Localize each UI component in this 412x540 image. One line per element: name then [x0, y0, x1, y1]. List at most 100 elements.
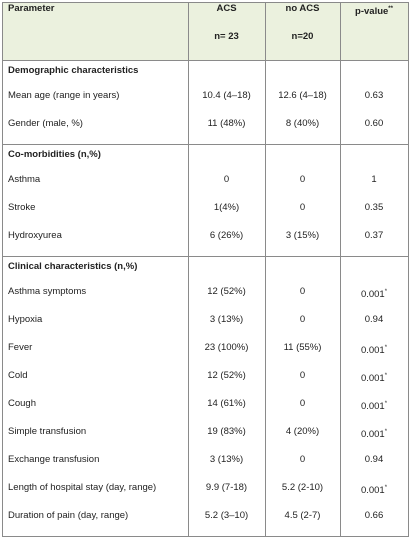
section-title-text: Demographic characteristics: [8, 65, 139, 76]
row-label-text: Hydroxyurea: [8, 230, 62, 241]
cell-text: 12 (52%): [207, 286, 246, 297]
cell: 0: [265, 202, 340, 214]
column-header-text: ACS: [216, 3, 237, 14]
cell: 3 (15%): [265, 230, 340, 242]
row-label: Cough: [8, 398, 36, 410]
cell: 0.001*: [340, 370, 408, 385]
cell: 3 (13%): [188, 454, 265, 466]
cell: 0.001*: [340, 426, 408, 441]
row-label-text: Cold: [8, 370, 28, 381]
row-label: Gender (male, %): [8, 118, 83, 130]
cell: 9.9 (7-18): [188, 482, 265, 494]
row-label-text: Asthma: [8, 174, 41, 185]
row-label-text: Exchange transfusion: [8, 454, 100, 465]
row-label-text: Duration of pain (day, range): [8, 510, 129, 521]
cell-text: 4.5 (2-7): [284, 510, 321, 521]
cell-text: 0.001: [360, 401, 385, 412]
cell: 0.94: [340, 314, 408, 326]
cell: 12.6 (4–18): [265, 90, 340, 102]
cell: 0: [265, 370, 340, 382]
cell: 3 (13%): [188, 314, 265, 326]
cell: 0.001*: [340, 286, 408, 301]
cell-text: 3 (13%): [209, 454, 244, 465]
row-label: Exchange transfusion: [8, 454, 99, 466]
column-header: no ACS: [265, 3, 340, 15]
cell-text: 0.37: [364, 230, 384, 241]
h-rule: [2, 2, 408, 3]
cell-text: 8 (40%): [285, 118, 320, 129]
cell: 0: [265, 314, 340, 326]
cell: 1: [340, 174, 408, 186]
cell: 12 (52%): [188, 286, 265, 298]
cell: 4 (20%): [265, 426, 340, 438]
cell: 5.2 (3–10): [188, 510, 265, 522]
footnote-mark: *: [384, 289, 388, 295]
section-title: Demographic characteristics: [8, 65, 138, 77]
row-label-text: Stroke: [8, 202, 36, 213]
cell-text: 6 (26%): [209, 230, 244, 241]
section-title: Clinical characteristics (n,%): [8, 261, 137, 273]
cell: 0.37: [340, 230, 408, 242]
cell-text: 0: [299, 202, 306, 213]
cell-text: 3 (13%): [209, 314, 244, 325]
v-rule: [265, 2, 266, 537]
cell-text: 1: [371, 174, 377, 185]
footnote-mark: *: [384, 429, 388, 435]
cell-text: 5.2 (3–10): [204, 510, 249, 521]
row-label-text: Cough: [8, 398, 36, 409]
cell-text: 0.94: [364, 454, 384, 465]
cell-text: 0.001: [360, 373, 385, 384]
cell-text: 11 (48%): [207, 118, 246, 129]
cell-text: 0.35: [364, 202, 384, 213]
v-rule: [188, 2, 189, 537]
row-label-text: Simple transfusion: [8, 426, 87, 437]
cell-text: 23 (100%): [204, 342, 249, 353]
column-subheader-text: n=20: [291, 31, 314, 42]
row-label: Asthma symptoms: [8, 286, 86, 298]
cell: 6 (26%): [188, 230, 265, 242]
cell: 0.63: [340, 90, 408, 102]
v-rule: [2, 2, 3, 537]
cell: 8 (40%): [265, 118, 340, 130]
cell: 0: [265, 286, 340, 298]
cell: 4.5 (2-7): [265, 510, 340, 522]
cell: 0.001*: [340, 482, 408, 497]
cell-text: 4 (20%): [285, 426, 320, 437]
row-label-text: Asthma symptoms: [8, 286, 87, 297]
row-label: Mean age (range in years): [8, 90, 119, 102]
cell: 12 (52%): [188, 370, 265, 382]
column-subheader-text: n= 23: [214, 31, 239, 42]
cell-text: 0: [299, 174, 306, 185]
v-rule: [340, 2, 341, 537]
row-label-text: Length of hospital stay (day, range): [8, 482, 157, 493]
v-rule: [408, 2, 409, 537]
cell: 0.35: [340, 202, 408, 214]
footnote-mark: *: [384, 485, 388, 491]
cell: 14 (61%): [188, 398, 265, 410]
cell-text: 3 (15%): [285, 230, 320, 241]
row-label-text: Mean age (range in years): [8, 90, 120, 101]
section-title-text: Clinical characteristics (n,%): [8, 261, 138, 272]
cell: 0.001*: [340, 398, 408, 413]
cell: 0.66: [340, 510, 408, 522]
cell-text: 0: [299, 370, 306, 381]
cell: 10.4 (4–18): [188, 90, 265, 102]
footnote-mark: **: [388, 6, 393, 12]
row-label: Hydroxyurea: [8, 230, 62, 242]
row-label: Asthma: [8, 174, 40, 186]
cell: 1(4%): [188, 202, 265, 214]
cell: 0: [188, 174, 265, 186]
footnote-mark: *: [384, 373, 388, 379]
cell-text: 0.94: [364, 314, 384, 325]
cell-text: 0: [299, 314, 306, 325]
h-rule: [2, 536, 408, 537]
row-label: Duration of pain (day, range): [8, 510, 128, 522]
cell: 0.94: [340, 454, 408, 466]
cell-text: 0.66: [364, 510, 384, 521]
section-title: Co-morbidities (n,%): [8, 149, 101, 161]
row-label-text: Hypoxia: [8, 314, 43, 325]
cell-text: 5.2 (2-10): [281, 482, 324, 493]
column-subheader: n= 23: [188, 31, 265, 43]
cell: 11 (55%): [265, 342, 340, 354]
cell-text: 9.9 (7-18): [205, 482, 248, 493]
